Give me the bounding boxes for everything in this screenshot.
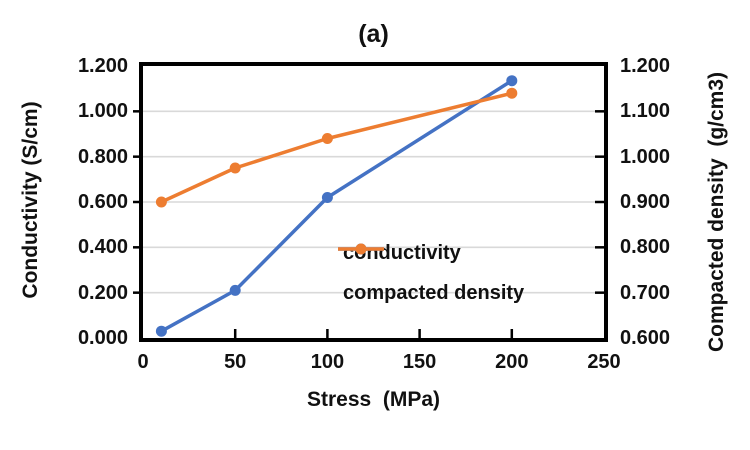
legend-item-compacted-density: compacted density xyxy=(337,243,525,305)
y-axis-right-tick-label: 1.100 xyxy=(620,100,671,123)
x-axis-tick-label: 250 xyxy=(587,351,621,373)
y-axis-left-tick-label: 1.000 xyxy=(77,100,128,123)
y-axis-right-tick-label: 0.900 xyxy=(620,191,671,213)
y-axis-right-tick-label: 0.700 xyxy=(620,281,671,304)
plot-area: conductivity compacted density xyxy=(133,62,608,342)
y-axis-right-tick-label: 0.600 xyxy=(620,327,671,349)
y-axis-right-tick-label: 1.200 xyxy=(620,55,671,77)
x-axis-tick-label: 150 xyxy=(402,351,437,373)
y-axis-left-tick-label: 0.400 xyxy=(77,236,128,259)
y-axis-right-tick-label: 1.000 xyxy=(620,145,671,168)
plot-canvas xyxy=(133,75,604,338)
x-axis-tick-label: 200 xyxy=(495,351,529,373)
legend: conductivity compacted density xyxy=(337,242,524,305)
chart-title: (a) xyxy=(358,20,389,48)
y-axis-left-tick-label: 0.800 xyxy=(77,145,128,168)
x-axis-title: Stress (MPa) xyxy=(306,388,441,411)
y-axis-left-tick-label: 0.000 xyxy=(77,327,128,349)
y-axis-left-tick-label: 1.200 xyxy=(77,55,128,77)
x-axis-tick-label: 100 xyxy=(310,351,345,373)
legend-label-compacted-density: compacted density xyxy=(343,282,525,304)
y-axis-left-tick-label: 0.600 xyxy=(77,191,128,213)
y-axis-right-tick-label: 0.800 xyxy=(620,236,671,259)
x-axis-tick-label: 0 xyxy=(137,351,149,373)
y-axis-left-tick-label: 0.200 xyxy=(77,281,128,304)
x-axis-tick-label: 50 xyxy=(224,351,247,373)
